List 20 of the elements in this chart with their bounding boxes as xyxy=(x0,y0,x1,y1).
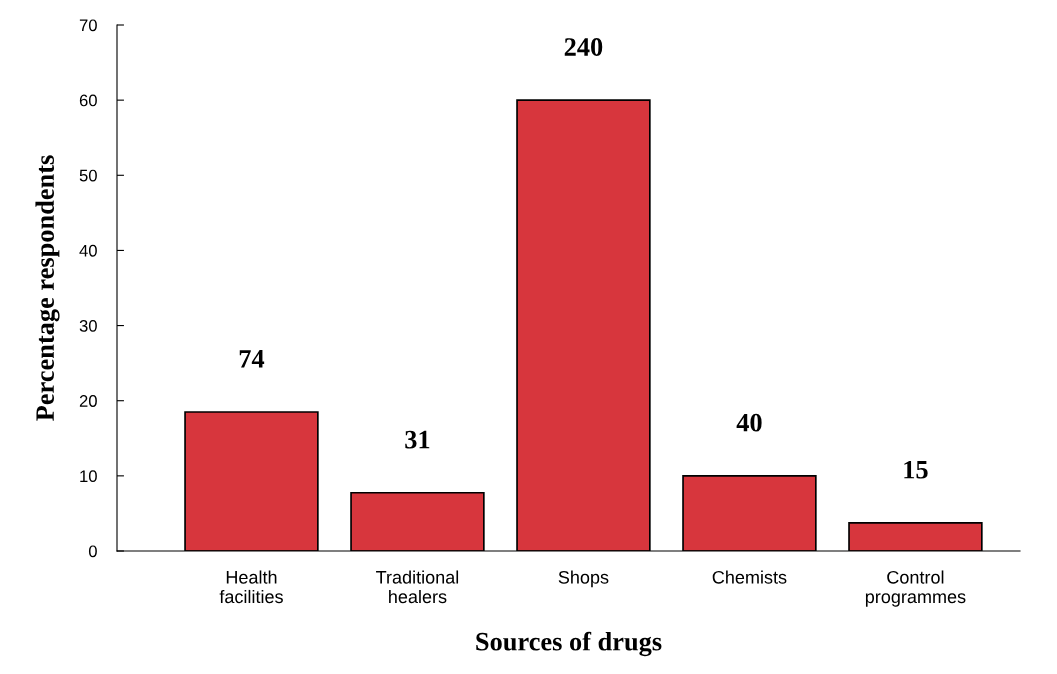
y-tick-label: 20 xyxy=(79,395,97,407)
y-tick-label: 40 xyxy=(79,244,97,257)
y-axis-title: Percentage respondents xyxy=(35,155,60,421)
y-tick-label: 30 xyxy=(79,319,97,332)
x-tick-label: Traditional healers xyxy=(376,570,459,604)
x-axis-title: Sources of drugs xyxy=(476,631,662,657)
x-tick-label: Shops xyxy=(558,570,609,588)
annotation: 31 xyxy=(405,430,430,449)
x-tick-label: Chemists xyxy=(712,570,787,584)
y-tick-label: 0 xyxy=(88,545,97,558)
y-tick-label: 10 xyxy=(80,470,97,483)
y-tick-label: 50 xyxy=(79,169,97,182)
x-tick-label: Health facilities xyxy=(219,570,283,604)
annotation: 74 xyxy=(239,350,265,368)
y-tick-label: 70 xyxy=(79,19,97,32)
annotation: 240 xyxy=(564,38,603,56)
annotation: 40 xyxy=(736,413,762,432)
x-tick-label: Control programmes xyxy=(865,570,966,607)
y-tick-label: 60 xyxy=(79,94,97,107)
annotation: 15 xyxy=(904,460,928,479)
